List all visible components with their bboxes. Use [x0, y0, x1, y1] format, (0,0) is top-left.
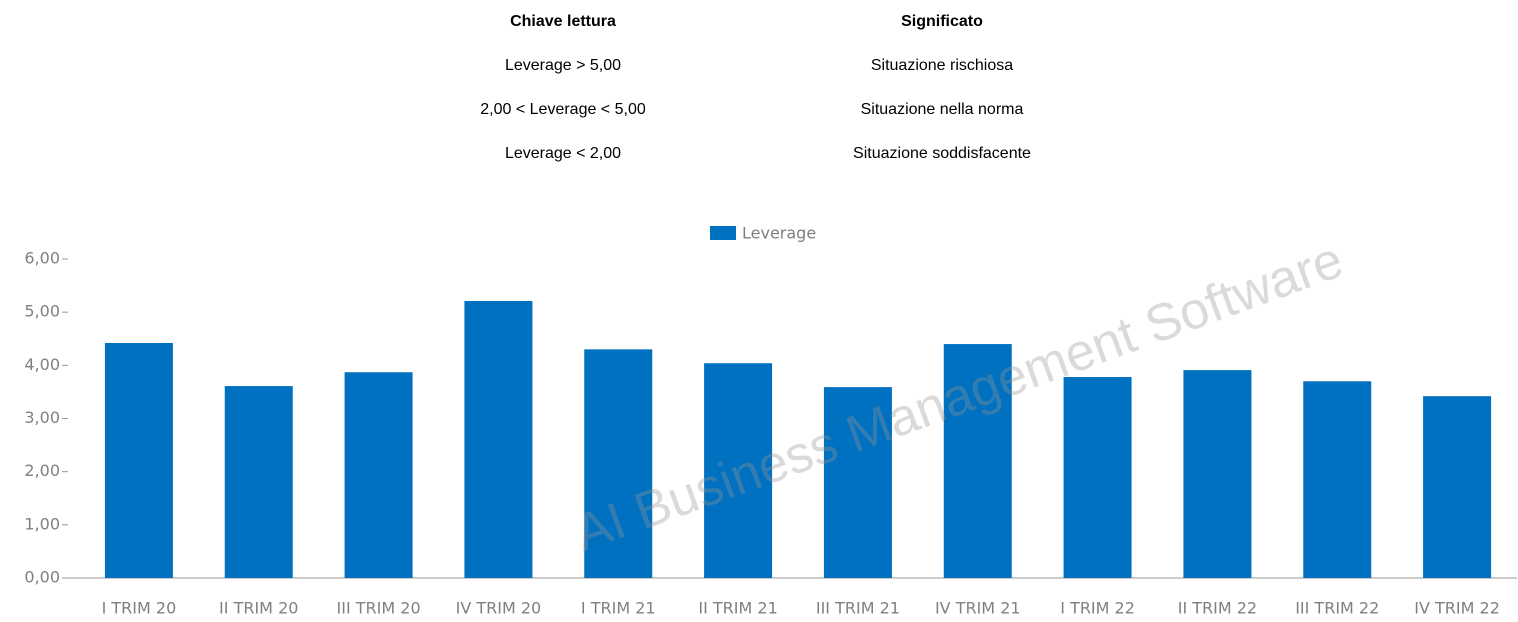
x-tick-label: IV TRIM 20	[456, 599, 542, 618]
bar	[344, 372, 413, 578]
y-tick-label: 2,00	[24, 461, 60, 480]
x-tick-label: III TRIM 21	[816, 599, 900, 618]
y-tick-label: 5,00	[24, 302, 60, 321]
table-cell: 2,00 < Leverage < 5,00	[480, 101, 646, 118]
x-tick-label: IV TRIM 22	[1414, 599, 1500, 618]
table-header: Chiave lettura	[510, 13, 616, 30]
bar	[1423, 396, 1492, 578]
bar	[943, 344, 1012, 578]
x-tick-label: IV TRIM 21	[935, 599, 1021, 618]
bar	[1303, 381, 1372, 578]
y-tick-label: 6,00	[24, 249, 60, 268]
bar	[1183, 370, 1252, 578]
table-header: Significato	[901, 13, 983, 30]
x-tick-label: I TRIM 22	[1060, 599, 1135, 618]
y-tick-label: 4,00	[24, 355, 60, 374]
y-tick-label: 3,00	[24, 408, 60, 427]
y-tick-label: 0,00	[24, 568, 60, 587]
x-tick-label: II TRIM 22	[1178, 599, 1257, 618]
x-tick-label: II TRIM 20	[219, 599, 298, 618]
bar	[1063, 377, 1132, 578]
table-cell: Leverage > 5,00	[505, 57, 621, 74]
bar	[464, 301, 533, 578]
reading-key-table: Chiave lettura Significato Leverage > 5,00…	[480, 13, 1031, 162]
x-tick-label: II TRIM 21	[698, 599, 777, 618]
bar	[704, 363, 773, 578]
bar	[823, 387, 892, 578]
table-cell: Situazione rischiosa	[871, 57, 1013, 74]
chart: 0,00 1,00 2,00 3,00 4,00 5,00 6,00 Leverage I TR…	[24, 224, 1517, 618]
bar	[584, 349, 653, 578]
bar	[104, 343, 173, 578]
bar	[224, 386, 293, 578]
x-tick-label: III TRIM 22	[1295, 599, 1379, 618]
table-cell: Situazione soddisfacente	[853, 145, 1031, 162]
table-cell: Situazione nella norma	[861, 101, 1024, 118]
table-cell: Leverage < 2,00	[505, 145, 621, 162]
x-tick-label: I TRIM 20	[102, 599, 177, 618]
legend-label: Leverage	[742, 224, 816, 243]
x-tick-label: III TRIM 20	[337, 599, 421, 618]
x-tick-label: I TRIM 21	[581, 599, 656, 618]
y-tick-label: 1,00	[24, 514, 60, 533]
legend-swatch	[710, 226, 736, 240]
